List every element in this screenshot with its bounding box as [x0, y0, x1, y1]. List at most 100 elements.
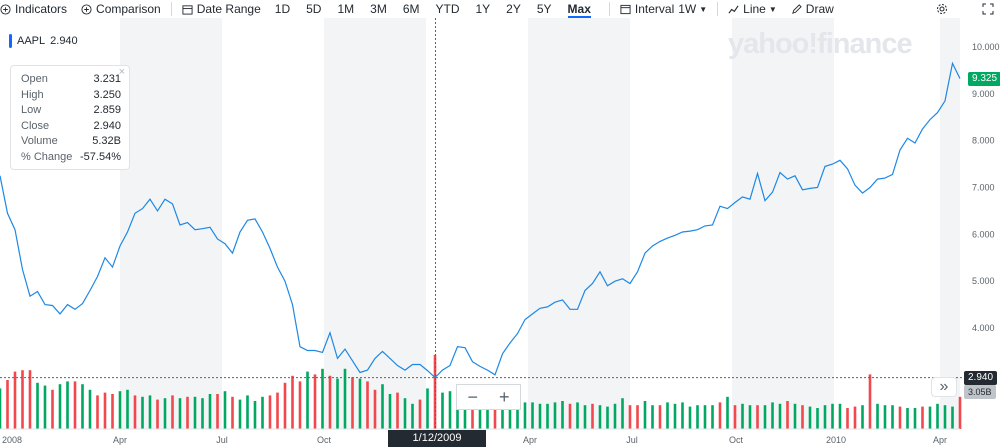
volume-bar — [516, 398, 519, 429]
volume-bar — [681, 402, 684, 429]
volume-bar — [651, 405, 654, 429]
volume-bar — [291, 375, 294, 429]
volume-bar — [568, 403, 572, 429]
ticker-symbol: AAPL — [17, 35, 46, 47]
price-chart[interactable]: 4.000 5.000 6.000 7.000 8.000 9.000 10.000 200… — [0, 18, 1000, 448]
volume-bar — [58, 384, 62, 429]
fullscreen-button[interactable] — [982, 0, 994, 18]
ohlc-close-row: Close 2.940 — [21, 119, 121, 135]
ohlc-value: 5.32B — [92, 135, 121, 148]
x-tick-label: 2010 — [826, 435, 846, 445]
chevron-down-icon: ▼ — [768, 4, 777, 14]
volume-bar — [621, 398, 624, 429]
x-tick-label: Oct — [729, 435, 744, 445]
ticker-chip[interactable]: AAPL 2.940 — [9, 33, 82, 49]
divider — [170, 2, 172, 16]
volume-bar — [81, 384, 84, 429]
range-3m[interactable]: 3M — [370, 2, 387, 16]
volume-bar — [523, 402, 527, 429]
calendar-icon — [182, 4, 193, 15]
period-band — [940, 18, 960, 429]
volume-bar — [643, 401, 647, 429]
volume-bar — [771, 402, 774, 429]
volume-bar — [816, 408, 819, 429]
range-ytd[interactable]: YTD — [435, 2, 460, 16]
volume-bar — [381, 384, 384, 429]
volume-bar — [403, 398, 407, 429]
indicators-button[interactable]: Indicators — [0, 0, 67, 18]
chart-type-dropdown[interactable]: Line ▼ — [728, 0, 777, 18]
volume-bar — [253, 401, 257, 429]
volume-bar — [73, 381, 77, 429]
volume-bar — [733, 405, 737, 429]
range-max[interactable]: Max — [567, 2, 591, 18]
volume-bar — [741, 403, 744, 429]
zoom-in-button[interactable]: + — [498, 386, 510, 407]
volume-bar — [178, 398, 182, 429]
volume-bar — [111, 394, 114, 429]
interval-label: Interval — [634, 2, 675, 16]
volume-bar — [351, 377, 354, 429]
volume-bar — [583, 405, 587, 429]
y-tick-label: 5.000 — [972, 276, 995, 286]
y-tick-label: 10.000 — [972, 42, 1000, 52]
range-2y[interactable]: 2Y — [506, 2, 521, 16]
volume-bar — [906, 408, 909, 429]
volume-bar — [576, 402, 579, 429]
draw-button[interactable]: Draw — [791, 0, 834, 18]
plus-circle-icon — [81, 3, 92, 15]
period-band — [324, 18, 426, 429]
comparison-button[interactable]: Comparison — [81, 0, 161, 18]
volume-bar — [148, 395, 152, 429]
y-tick-label: 6.000 — [972, 229, 995, 239]
volume-bar — [823, 405, 827, 429]
volume-bar — [868, 374, 872, 429]
volume-bars — [0, 354, 962, 429]
range-5d[interactable]: 5D — [306, 2, 322, 16]
volume-bar — [276, 392, 279, 429]
volume-bar — [921, 406, 924, 429]
x-tick-label: Apr — [113, 435, 127, 445]
range-6m[interactable]: 6M — [402, 2, 420, 16]
volume-bar — [943, 405, 947, 429]
volume-bar — [786, 401, 789, 429]
period-bands — [120, 18, 960, 429]
volume-bar — [486, 399, 489, 429]
volume-bar — [441, 392, 444, 429]
volume-bar — [0, 388, 2, 429]
divider — [608, 2, 610, 16]
volume-bar — [448, 391, 452, 429]
volume-bar — [666, 402, 669, 429]
volume-bar — [763, 405, 767, 429]
volume-bar — [328, 375, 332, 429]
volume-bar — [696, 405, 699, 429]
volume-bar — [928, 406, 932, 429]
ohlc-open-row: Open 3.231 — [21, 72, 121, 88]
volume-bar — [711, 405, 714, 429]
volume-bar — [51, 389, 54, 429]
volume-bar — [636, 405, 639, 429]
volume-bar — [156, 399, 159, 429]
ohlc-label: Close — [21, 119, 50, 132]
interval-dropdown[interactable]: Interval 1W ▼ — [620, 0, 707, 18]
expand-button[interactable]: » — [931, 377, 957, 397]
range-1d[interactable]: 1D — [274, 2, 291, 16]
volume-bar — [846, 408, 849, 429]
close-icon[interactable]: × — [118, 66, 125, 78]
range-1m[interactable]: 1M — [337, 2, 355, 16]
volume-bar — [238, 399, 242, 429]
date-range-button[interactable]: Date Range — [182, 0, 261, 18]
volume-bar — [118, 391, 122, 429]
zoom-out-button[interactable]: − — [467, 386, 478, 407]
gear-icon — [937, 4, 947, 14]
range-1y[interactable]: 1Y — [475, 2, 491, 16]
volume-bar — [718, 402, 722, 429]
ohlc-value: 3.231 — [93, 73, 121, 85]
volume-bar — [703, 405, 707, 429]
indicators-label: Indicators — [15, 2, 68, 16]
volume-bar — [141, 396, 144, 429]
chevron-down-icon: ▼ — [699, 4, 708, 14]
range-5y[interactable]: 5Y — [536, 2, 552, 16]
zoom-controls: − + — [456, 384, 521, 410]
settings-button[interactable] — [936, 0, 948, 18]
